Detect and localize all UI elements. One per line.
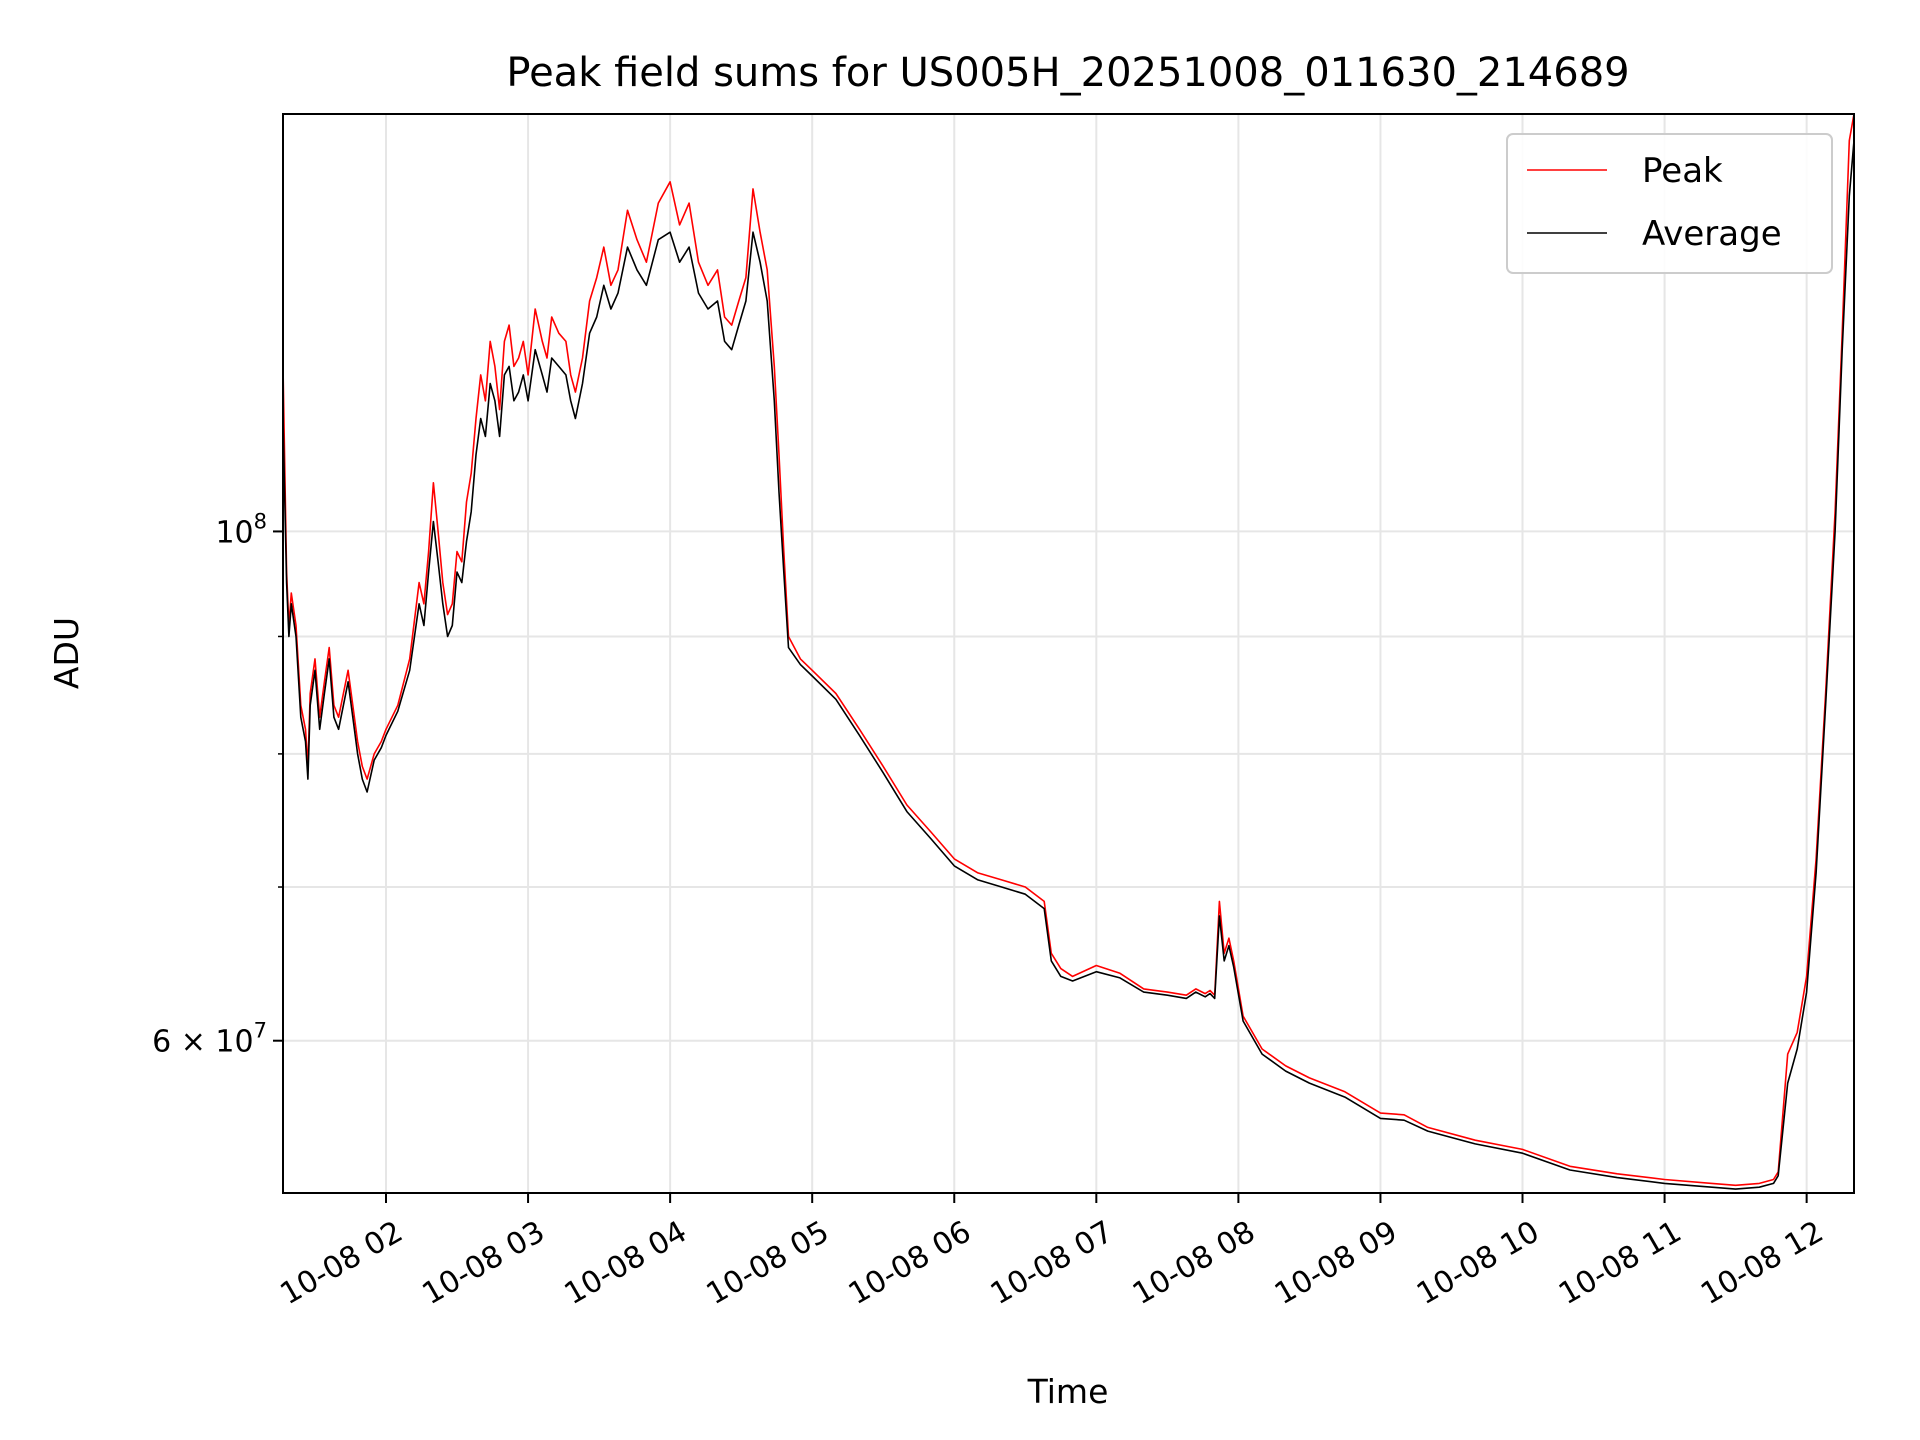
x-tick-label: 10-08 11 <box>1553 1214 1687 1312</box>
axis-ticks: 10-08 02 10-08 03 10-08 04 10-08 05 10-08 06… <box>152 509 1829 1312</box>
series-line-peak <box>283 114 1854 1187</box>
chart-title: Peak field sums for US005H_20251008_0116… <box>506 50 1629 96</box>
x-tick-label: 10-08 03 <box>417 1214 551 1312</box>
x-tick-label: 10-08 07 <box>985 1214 1119 1312</box>
x-tick-label: 10-08 09 <box>1269 1214 1403 1312</box>
x-tick-label: 10-08 05 <box>701 1214 835 1312</box>
series-lines <box>283 114 1854 1190</box>
x-tick-label: 10-08 02 <box>274 1214 408 1312</box>
x-tick-label: 10-08 06 <box>843 1214 977 1312</box>
x-tick-label: 10-08 12 <box>1695 1214 1829 1312</box>
x-tick-label: 10-08 08 <box>1127 1214 1261 1312</box>
x-axis-title: Time <box>1027 1372 1109 1411</box>
grid-lines <box>283 114 1854 1193</box>
legend-label-average: Average <box>1642 214 1782 254</box>
series-line-average <box>283 140 1854 1190</box>
x-tick-label: 10-08 04 <box>559 1214 693 1312</box>
y-axis-title: ADU <box>47 617 86 689</box>
legend-box <box>1506 133 1833 274</box>
x-tick-label: 10-08 10 <box>1411 1214 1545 1312</box>
legend: Peak Average <box>1506 133 1833 274</box>
y-tick-label: 108 <box>215 509 267 550</box>
plot-frame <box>282 113 1855 1194</box>
legend-label-peak: Peak <box>1642 151 1723 191</box>
y-tick-label: 6 × 107 <box>152 1019 267 1060</box>
